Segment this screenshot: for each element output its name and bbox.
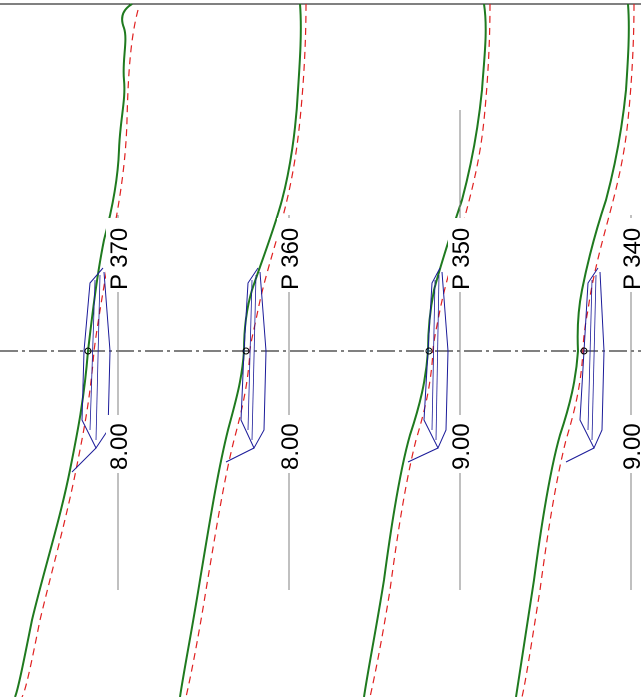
design-line (521, 3, 635, 697)
structure-outline (240, 267, 267, 450)
section-p350: P 350 9.00 (363, 3, 491, 697)
axis-point (425, 347, 433, 355)
structure-outline (423, 267, 449, 450)
terrain-line (515, 3, 630, 697)
station-label: P 340 (619, 228, 641, 290)
design-line (21, 9, 139, 697)
offset-label: 9.00 (619, 423, 641, 470)
station-label: P 350 (448, 228, 475, 290)
offset-label: 8.00 (106, 423, 133, 470)
axis-point (580, 347, 588, 355)
design-line (185, 3, 307, 697)
axis-point (242, 347, 250, 355)
offset-label: 8.00 (277, 423, 304, 470)
section-p340: P 340 9.00 (515, 3, 641, 697)
station-label: P 370 (106, 228, 133, 290)
station-label: P 360 (277, 228, 304, 290)
structure-outline (81, 267, 111, 449)
axis-point (84, 347, 92, 355)
structure-outline (579, 267, 605, 450)
offset-label: 9.00 (448, 423, 475, 470)
terrain-line (14, 3, 133, 697)
section-p360: P 360 8.00 (179, 3, 307, 697)
section-p370: P 370 8.00 (14, 3, 139, 697)
terrain-line (363, 3, 487, 697)
